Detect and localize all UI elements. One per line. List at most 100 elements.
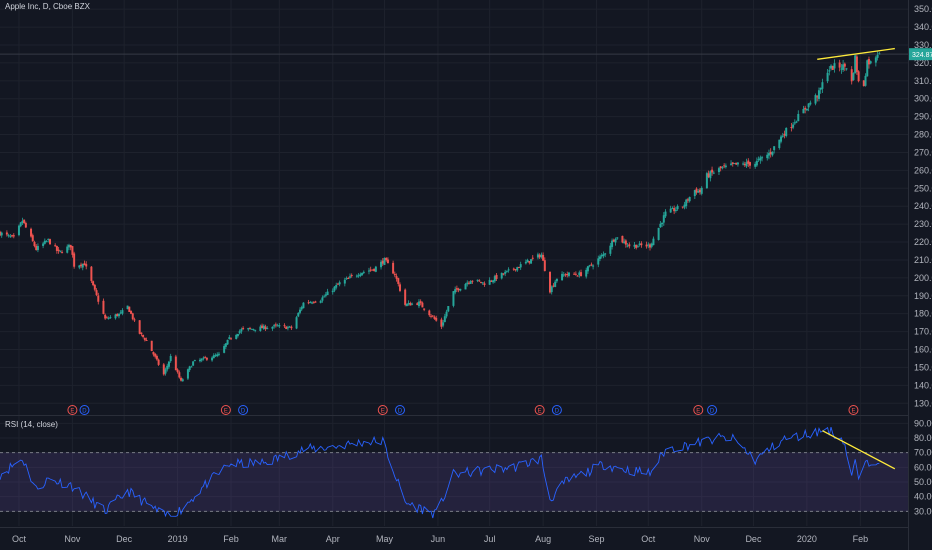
candle-body [61,252,64,254]
candle-body [733,163,736,165]
dividend-marker[interactable]: D [551,405,562,415]
candle [742,161,745,166]
candle [624,239,627,248]
candle-body [226,339,229,345]
candle [33,240,36,248]
candle [107,316,110,320]
candle [538,253,541,260]
candle [97,292,100,305]
candle-body [805,108,808,111]
candle-body [347,277,350,279]
time-axis[interactable]: Oct Nov Dec 2019 Feb Mar Apr May Jun Jul Aug Sep Oct… [12,534,868,544]
candle-body [350,275,353,277]
candle [67,243,70,251]
candle [193,359,196,362]
candle-body [150,340,153,352]
candle-body [754,163,757,167]
candle [431,315,434,318]
event-marker-letter: D [82,409,87,415]
candle-body [431,315,434,317]
price-axis[interactable]: 350.00 340.00 330.00 320.00 310.00 300.00 290.… [909,0,932,550]
candle-body [549,271,551,293]
rsi-line [0,426,880,519]
rsi-band-fill [0,452,908,512]
dividend-marker[interactable]: D [395,405,405,415]
candle-body [323,296,326,298]
candle-body [247,328,250,330]
dividend-marker[interactable]: D [707,405,718,415]
candle-body [407,302,410,305]
candle-body [476,279,479,281]
earnings-marker[interactable]: E [534,405,545,415]
candle [778,139,781,150]
candle [411,302,414,306]
candle-body [447,306,450,312]
candle [433,315,436,320]
candle-body [552,285,555,287]
candle-body [145,339,148,341]
candle [528,261,531,265]
candle [7,233,10,238]
candle [140,332,143,337]
dividend-marker[interactable]: D [238,405,249,415]
candle [81,263,84,271]
candle [869,60,872,65]
candle-body [442,322,445,326]
candle-body [504,271,507,274]
earnings-marker[interactable]: E [848,405,859,415]
candle-body [781,135,784,137]
candle-body [580,272,583,277]
rsi-tick-label: 40.00 [914,492,932,502]
candle-body [326,291,329,296]
candle [385,257,388,262]
candle [854,54,857,74]
candle [309,300,312,304]
candle-body [635,244,638,248]
candle [773,146,776,154]
candle [186,368,189,381]
earnings-marker[interactable]: E [67,405,78,415]
candle [392,260,395,274]
candle-body [659,223,662,228]
dividend-marker[interactable]: D [79,405,90,415]
candle [199,357,201,363]
candle-body [205,357,208,360]
candlestick-series [0,51,881,382]
event-marker-circle [551,405,562,415]
candle [833,59,836,73]
candle [23,219,26,224]
candle-body [576,275,579,277]
candle-body [249,328,251,330]
candle [567,271,570,278]
candle-body [80,264,83,267]
earnings-marker[interactable]: E [693,405,704,415]
candle-body [411,303,414,305]
candle [9,233,12,238]
candle-body [164,369,167,374]
candle-body [116,313,119,317]
candle-body [5,232,8,235]
candle-body [602,254,605,257]
earnings-marker[interactable]: E [220,405,231,415]
candle-body [838,62,841,68]
candle-body [531,257,534,259]
earnings-marker[interactable]: E [377,405,388,415]
candle-body [735,162,738,165]
candle-body [609,245,612,254]
candle [757,156,760,162]
candle-body [230,338,233,340]
candle [480,281,483,284]
price-tick-label: 170.00 [914,327,932,337]
candle [321,295,324,303]
candle [236,333,239,338]
candle-body [807,103,810,108]
candle-body [214,355,217,357]
candle-body [128,306,131,313]
rsi-axis[interactable]: 90.00 80.00 70.00 60.00 50.00 40.00 30.00 [914,418,932,516]
trendlines[interactable] [817,47,895,60]
candle [374,265,377,273]
candle-body [543,260,546,271]
candle-body [683,204,686,208]
